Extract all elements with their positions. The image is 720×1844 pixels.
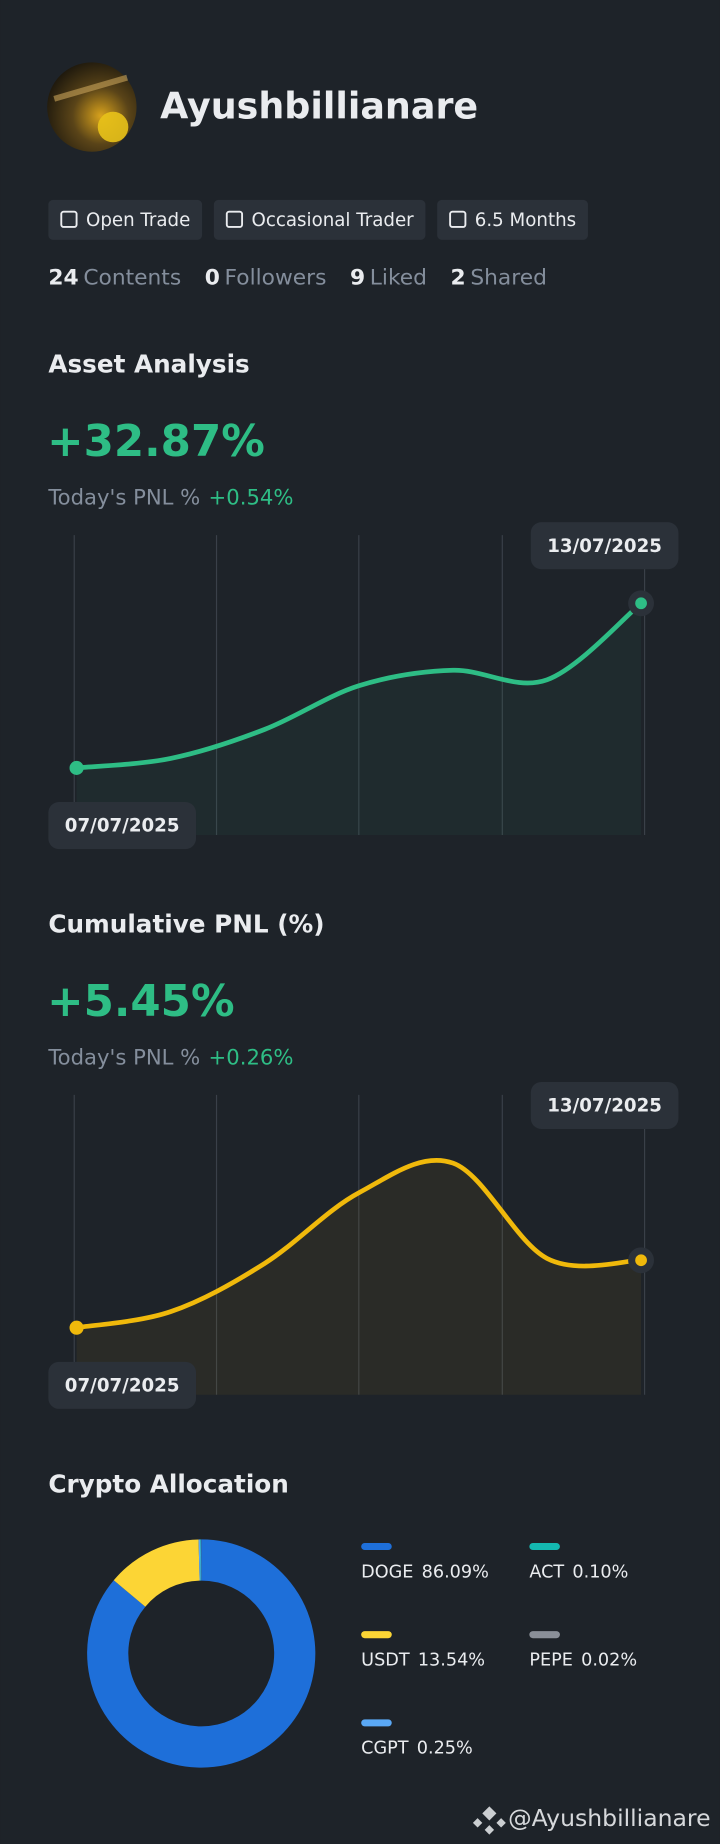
tag-label: Occasional Trader (251, 210, 414, 231)
section-title: Crypto Allocation (48, 1469, 289, 1498)
stat-label: Shared (470, 266, 547, 291)
legend-label: DOGE (361, 1562, 413, 1582)
watermark: @Ayushbillianare (472, 1804, 711, 1835)
date-badge: 07/07/2025 (48, 1361, 197, 1409)
stat-count: 0 (205, 266, 220, 291)
legend-value: 0.02% (581, 1651, 637, 1671)
tag-box (437, 199, 588, 240)
stat-label: Liked (370, 266, 427, 291)
legend-label: CGPT (361, 1739, 409, 1759)
today-value: +0.26% (209, 1044, 294, 1069)
tag-box (48, 199, 203, 240)
date-label: 07/07/2025 (65, 1376, 180, 1397)
legend-swatch (361, 1719, 392, 1727)
legend-value: 0.25% (417, 1739, 473, 1759)
watermark-text: @Ayushbillianare (508, 1804, 710, 1832)
date-badge: 13/07/2025 (530, 522, 679, 570)
section-title: Asset Analysis (48, 350, 249, 379)
today-label: Today's PNL % (47, 1044, 200, 1069)
line (74, 600, 644, 771)
tag: Open Trade (48, 199, 203, 240)
date-badge: 13/07/2025 (530, 1081, 679, 1129)
line-area (76, 603, 642, 835)
tag: 6.5 Months (437, 199, 588, 240)
tag: Occasional Trader (213, 199, 426, 240)
date-badge-box (48, 802, 197, 850)
legend-value: 86.09% (422, 1562, 489, 1582)
legend-label: PEPE (529, 1651, 573, 1671)
donut-slice (113, 1539, 201, 1608)
legend-swatch (361, 1542, 392, 1550)
tag-icon (225, 210, 244, 228)
date-badge-box (530, 1081, 679, 1129)
avatar (47, 62, 137, 152)
point-start (69, 760, 84, 775)
headline-value: +5.45% (47, 977, 234, 1027)
stat-label: Followers (225, 266, 327, 291)
date-label: 13/07/2025 (547, 1096, 662, 1117)
today-value: +0.54% (209, 485, 294, 510)
headline-value: +32.87% (47, 417, 265, 467)
legend-value: 0.10% (572, 1562, 628, 1582)
line (74, 1157, 644, 1331)
date-badge: 07/07/2025 (48, 802, 197, 850)
date-badge-box (530, 522, 679, 570)
tag-icon (449, 210, 467, 228)
legend-swatch (529, 1542, 560, 1550)
line-area (76, 1160, 642, 1395)
tag-label: 6.5 Months (475, 210, 576, 231)
section-title: Cumulative PNL (%) (48, 910, 324, 939)
legend-swatch (529, 1631, 560, 1639)
stat-count: 24 (48, 266, 78, 291)
stat-count: 2 (450, 266, 465, 291)
legend-label: USDT (361, 1651, 410, 1671)
donut-slice (87, 1539, 316, 1768)
date-label: 13/07/2025 (547, 536, 662, 557)
today-label: Today's PNL % (47, 485, 200, 510)
legend-value: 13.54% (418, 1651, 485, 1671)
tag-icon (60, 210, 78, 228)
point-start (69, 1320, 84, 1335)
profile-name: Ayushbillianare (160, 85, 478, 128)
tag-box (213, 199, 426, 240)
stat-count: 9 (350, 266, 365, 291)
point-end (635, 1254, 647, 1267)
tag-label: Open Trade (86, 210, 190, 231)
legend-swatch (361, 1631, 392, 1639)
date-label: 07/07/2025 (65, 816, 180, 837)
date-badge-box (48, 1361, 197, 1409)
point-end (635, 597, 647, 610)
stat-label: Contents (83, 266, 181, 291)
legend-label: ACT (529, 1562, 564, 1582)
